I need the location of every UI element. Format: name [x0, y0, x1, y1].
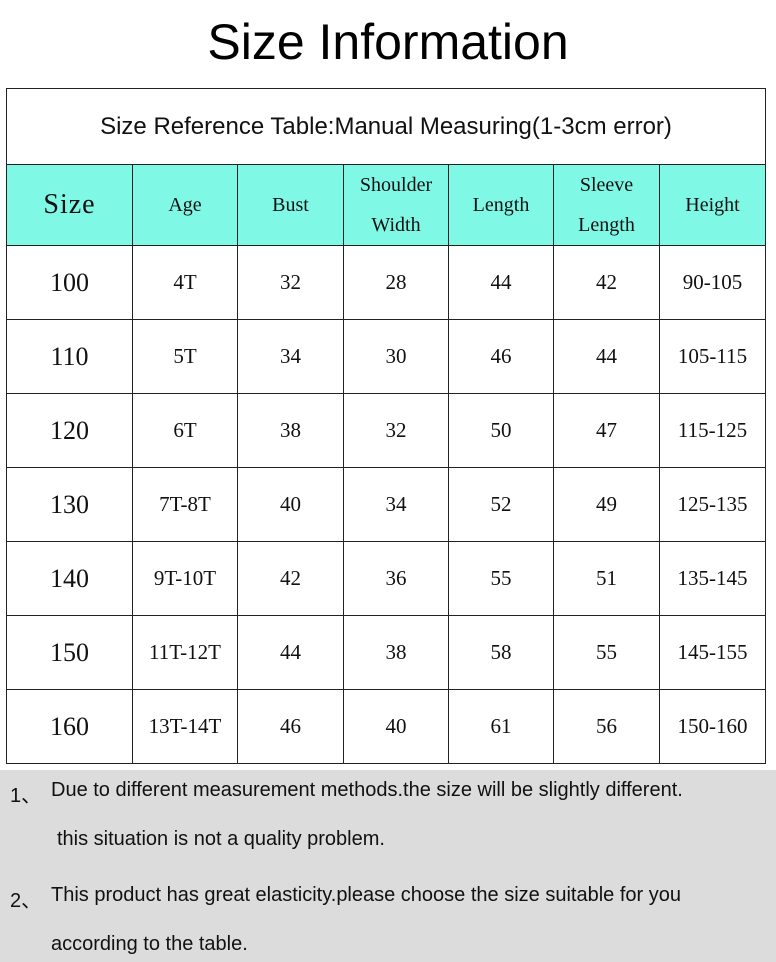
table-cell: 150: [6, 615, 133, 690]
table-cell: 42: [237, 541, 344, 616]
note-number: 1、: [10, 785, 42, 807]
table-cell: 50: [448, 393, 554, 468]
table-cell: 52: [448, 467, 554, 542]
column-header: Age: [132, 164, 238, 246]
table-cell: 46: [237, 689, 344, 764]
note-text: Due to different measurement methods.the…: [51, 779, 683, 801]
table-cell: 28: [343, 245, 449, 320]
table-row: 150 11T-12T 44 38 58 55 145-155: [6, 615, 767, 690]
note-number: 2、: [10, 890, 42, 912]
table-cell: 51: [553, 541, 660, 616]
column-header: Sleeve Length: [553, 164, 660, 246]
table-cell: 110: [6, 319, 133, 394]
table-cell: 120: [6, 393, 133, 468]
table-cell: 140: [6, 541, 133, 616]
table-row: 130 7T-8T 40 34 52 49 125-135: [6, 467, 767, 542]
table-cell: 42: [553, 245, 660, 320]
table-cell: 36: [343, 541, 449, 616]
table-row: 110 5T 34 30 46 44 105-115: [6, 319, 767, 394]
table-cell: 115-125: [658, 393, 767, 468]
table-cell: 145-155: [658, 615, 767, 690]
table-cell: 49: [553, 467, 660, 542]
table-cell: 9T-10T: [132, 541, 238, 616]
table-cell: 38: [237, 393, 344, 468]
table-cell: 61: [448, 689, 554, 764]
table-cell: 46: [448, 319, 554, 394]
table-cell: 90-105: [658, 245, 767, 320]
caption-row: Size Reference Table:Manual Measuring(1-…: [5, 88, 767, 165]
table-cell: 13T-14T: [132, 689, 238, 764]
header-row: Size Age Bust Shoulder Width Length Sleeve Le…: [6, 164, 767, 246]
table-row: 120 6T 38 32 50 47 115-125: [6, 393, 767, 468]
table-cell: 44: [553, 319, 660, 394]
table-cell: 32: [237, 245, 344, 320]
table-cell: 4T: [132, 245, 238, 320]
table-cell: 44: [237, 615, 344, 690]
table-cell: 47: [553, 393, 660, 468]
table-row: 160 13T-14T 46 40 61 56 150-160: [6, 689, 767, 764]
table-cell: 30: [343, 319, 449, 394]
notes: 1、 Due to different measurement methods.t…: [0, 770, 776, 962]
column-header: Shoulder Width: [343, 164, 449, 246]
table-cell: 125-135: [658, 467, 767, 542]
table-cell: 40: [237, 467, 344, 542]
note-text: this situation is not a quality problem.: [57, 828, 385, 850]
size-table: Size Reference Table:Manual Measuring(1-…: [5, 88, 767, 764]
table-cell: 11T-12T: [132, 615, 238, 690]
table-caption: Size Reference Table:Manual Measuring(1-…: [5, 88, 767, 165]
table-cell: 32: [343, 393, 449, 468]
table-row: 140 9T-10T 42 36 55 51 135-145: [6, 541, 767, 616]
note-text: according to the table.: [51, 933, 248, 955]
table-cell: 34: [237, 319, 344, 394]
table-cell: 5T: [132, 319, 238, 394]
title: Size Information: [207, 14, 569, 70]
table-cell: 7T-8T: [132, 467, 238, 542]
table-cell: 130: [6, 467, 133, 542]
table-cell: 55: [448, 541, 554, 616]
column-header: Length: [448, 164, 554, 246]
table-cell: 40: [343, 689, 449, 764]
column-header: Bust: [237, 164, 344, 246]
table-cell: 105-115: [658, 319, 767, 394]
table-cell: 135-145: [658, 541, 767, 616]
table-row: 100 4T 32 28 44 42 90-105: [6, 245, 767, 320]
table-cell: 55: [553, 615, 660, 690]
table-cell: 160: [6, 689, 133, 764]
table-cell: 34: [343, 467, 449, 542]
table-cell: 6T: [132, 393, 238, 468]
table-cell: 58: [448, 615, 554, 690]
table-cell: 100: [6, 245, 133, 320]
column-header: Height: [658, 164, 767, 246]
table-cell: 44: [448, 245, 554, 320]
table-cell: 38: [343, 615, 449, 690]
table-cell: 150-160: [658, 689, 767, 764]
note-text: This product has great elasticity.please…: [51, 884, 681, 906]
column-header: Size: [6, 164, 133, 246]
table-cell: 56: [553, 689, 660, 764]
